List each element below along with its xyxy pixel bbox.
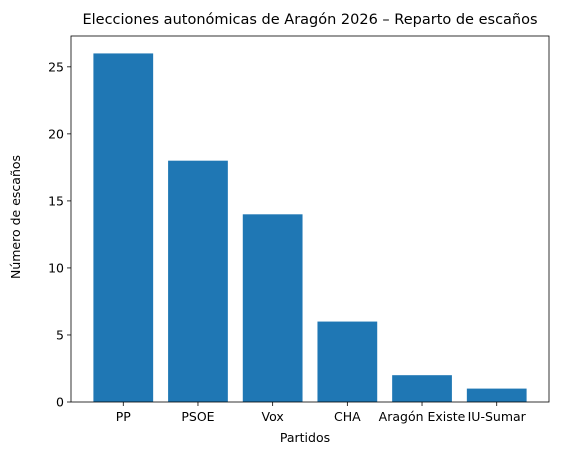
x-tick-label: PP <box>116 409 132 424</box>
y-tick-label: 15 <box>48 193 64 208</box>
bar-vox <box>242 214 303 402</box>
plot-frame <box>70 35 550 403</box>
x-tick-label: CHA <box>334 409 361 424</box>
bar-arag-n-existe <box>392 375 452 402</box>
x-axis-label: Partidos <box>280 430 330 445</box>
y-tick-label: 10 <box>48 260 64 275</box>
y-tick-label: 0 <box>56 395 64 410</box>
y-tick-label: 20 <box>48 126 64 141</box>
y-axis-label: Número de escaños <box>8 155 23 279</box>
bar-iu-sumar <box>466 388 527 402</box>
bar-psoe <box>168 160 228 402</box>
bar-pp <box>93 53 154 403</box>
y-axis-ticks: 0 5 10 15 20 25 <box>48 59 71 410</box>
bar-cha <box>317 321 378 402</box>
chart-title: Elecciones autonómicas de Aragón 2026 – … <box>82 12 537 28</box>
x-tick-label: PSOE <box>181 409 214 424</box>
x-tick-label: IU-Sumar <box>468 409 527 424</box>
x-tick-label: Vox <box>262 409 284 424</box>
y-tick-label: 5 <box>56 327 64 342</box>
bars-layer <box>93 53 527 403</box>
x-axis-ticks: PP PSOE Vox CHA Aragón Existe IU-Sumar <box>116 402 527 424</box>
x-tick-label: Aragón Existe <box>379 409 466 424</box>
y-tick-label: 25 <box>48 59 64 74</box>
